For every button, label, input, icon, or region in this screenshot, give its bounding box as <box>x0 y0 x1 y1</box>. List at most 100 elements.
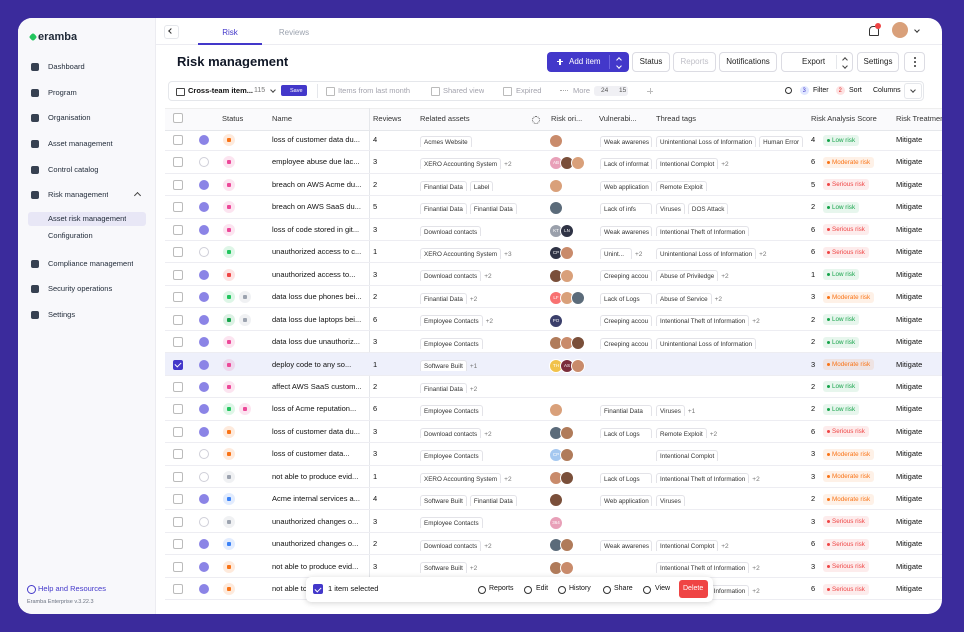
settings-button[interactable]: Settings <box>857 52 899 72</box>
row-checkbox[interactable] <box>173 359 183 370</box>
tag-chip[interactable]: Creeping accou <box>600 337 652 349</box>
tag-chip[interactable]: Download contacts <box>420 427 482 439</box>
tag-chip[interactable]: Finantial Data <box>420 203 467 214</box>
row-checkbox[interactable] <box>173 202 183 213</box>
table-row[interactable] <box>165 488 942 511</box>
tag-chip[interactable]: Human Error <box>759 135 804 147</box>
table-row[interactable] <box>165 421 942 444</box>
nav-item[interactable]: Program <box>48 88 77 97</box>
tag-chip[interactable]: Abuse of Priviledge <box>656 270 719 282</box>
tag-chip[interactable]: Lack of Logs <box>600 472 652 484</box>
owner-photo[interactable] <box>560 560 574 575</box>
row-checkbox[interactable] <box>173 269 183 280</box>
owner-photo[interactable] <box>560 425 574 440</box>
column-header[interactable]: Related assets <box>420 114 470 123</box>
risk-name[interactable]: breach on AWS SaaS du... <box>272 202 361 212</box>
tag-chip[interactable]: Creeping accou <box>600 270 652 282</box>
risk-name[interactable]: unauthorized access to... <box>272 269 356 279</box>
risk-name[interactable]: loss of customer data du... <box>272 426 360 436</box>
tag-chip[interactable]: Lack of infs <box>600 203 652 214</box>
table-row[interactable] <box>165 219 942 241</box>
row-checkbox[interactable] <box>173 449 183 460</box>
column-header[interactable]: Name <box>272 114 293 123</box>
tag-chip[interactable]: Web application <box>600 180 652 192</box>
reports-button[interactable]: Reports <box>673 52 716 72</box>
risk-name[interactable]: data loss due laptops bei... <box>272 314 362 324</box>
row-checkbox[interactable] <box>173 381 183 392</box>
tag-chip[interactable]: Remote Exploit <box>656 427 707 439</box>
row-checkbox[interactable] <box>173 471 183 482</box>
tag-chip[interactable]: Lack of Logs <box>600 427 652 439</box>
risk-name[interactable]: breach on AWS Acme du... <box>272 179 362 189</box>
row-checkbox[interactable] <box>173 157 183 168</box>
tag-chip[interactable]: Acmes Website <box>420 135 472 147</box>
nav-item[interactable]: Organisation <box>48 113 91 122</box>
tag-chip[interactable]: Lack of Logs <box>600 292 652 304</box>
collapse-button[interactable] <box>164 25 179 39</box>
tag-chip[interactable]: XERO Accounting System <box>420 472 502 484</box>
tag-chip[interactable]: Web application <box>600 494 652 506</box>
tag-chip[interactable]: Weak awarenes <box>600 539 652 551</box>
tag-chip[interactable]: Employee Contacts <box>420 405 483 416</box>
owner-initials[interactable]: 364 <box>549 515 563 530</box>
tag-chip[interactable]: Lack of informat <box>600 158 652 169</box>
tag-chip[interactable]: Viruses <box>656 405 685 416</box>
columns-toggle[interactable] <box>904 83 922 99</box>
tag-chip[interactable]: Finantial Data <box>420 382 467 394</box>
table-row[interactable] <box>165 376 942 399</box>
tag-chip[interactable]: XERO Accounting System <box>420 248 502 259</box>
row-checkbox[interactable] <box>173 179 183 190</box>
owner-photo[interactable] <box>571 336 585 351</box>
notifications-button[interactable]: Notifications <box>719 52 777 72</box>
table-row[interactable] <box>165 129 942 152</box>
owner-photo[interactable] <box>560 448 574 463</box>
search-icon[interactable] <box>785 87 792 94</box>
owner-photo[interactable] <box>549 403 563 418</box>
nav-item[interactable]: Control catalog <box>48 165 99 174</box>
action-button[interactable]: History <box>569 585 591 592</box>
risk-name[interactable]: data loss due unauthoriz... <box>272 337 360 347</box>
tag-chip[interactable]: Intentional Complot <box>656 539 719 551</box>
header-checkbox[interactable] <box>173 113 183 123</box>
tag-chip[interactable]: Unint... <box>600 248 632 259</box>
saved-filter[interactable]: Shared view <box>443 86 485 95</box>
selection-checkbox[interactable] <box>313 584 323 594</box>
export-label[interactable]: Export <box>802 57 826 66</box>
tag-chip[interactable]: Viruses <box>656 494 685 506</box>
nav-item[interactable]: Asset management <box>48 139 113 148</box>
row-checkbox[interactable] <box>173 426 183 437</box>
row-checkbox[interactable] <box>173 494 183 505</box>
table-row[interactable] <box>165 510 942 533</box>
row-checkbox[interactable] <box>173 292 183 303</box>
row-checkbox[interactable] <box>173 584 183 594</box>
table-row[interactable] <box>165 398 942 421</box>
bell-icon[interactable] <box>869 26 879 36</box>
nav-item[interactable]: Compliance management <box>48 259 134 268</box>
tag-chip[interactable]: Download contacts <box>420 270 482 282</box>
risk-name[interactable]: deploy code to any so... <box>272 359 352 369</box>
tag-chip[interactable]: Remote Exploit <box>656 180 707 192</box>
owner-initials[interactable]: LN <box>560 223 574 238</box>
tag-chip[interactable]: Label <box>469 180 494 192</box>
risk-name[interactable]: unauthorized changes o... <box>272 539 359 549</box>
risk-name[interactable]: loss of Acme reputation... <box>272 404 357 414</box>
row-checkbox[interactable] <box>173 247 183 258</box>
owner-photo[interactable] <box>571 358 585 373</box>
nav-subitem[interactable]: Configuration <box>48 231 93 240</box>
column-header[interactable]: Thread tags <box>656 114 697 123</box>
nav-item[interactable]: Security operations <box>48 284 113 293</box>
table-row[interactable] <box>165 286 942 309</box>
tag-chip[interactable]: Weak awarenes <box>600 225 652 237</box>
column-header[interactable]: Reviews <box>373 114 402 123</box>
tag-chip[interactable]: Weak awarenes <box>600 135 652 147</box>
row-checkbox[interactable] <box>173 516 183 527</box>
saved-filter[interactable]: Items from last month <box>338 86 411 95</box>
owner-photo[interactable] <box>549 178 563 193</box>
risk-name[interactable]: Acme internal services a... <box>272 494 360 504</box>
action-button[interactable]: Edit <box>536 585 549 592</box>
tag-chip[interactable]: Employee Contacts <box>420 517 483 529</box>
tag-chip[interactable]: XERO Accounting System <box>420 158 502 169</box>
owner-photo[interactable] <box>560 268 574 283</box>
tag-chip[interactable]: Finantial Data <box>469 494 517 506</box>
owner-photo[interactable] <box>560 246 574 261</box>
